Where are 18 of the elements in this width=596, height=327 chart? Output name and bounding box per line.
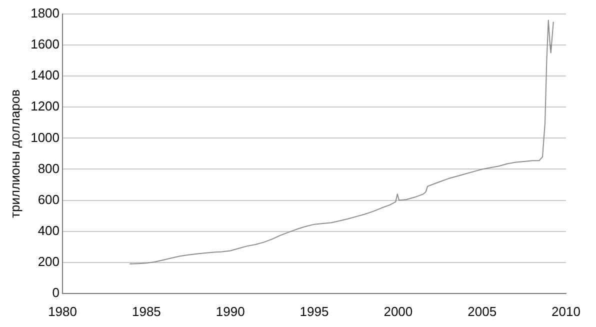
x-tick-label: 1990 xyxy=(216,304,245,319)
x-tick-label: 2005 xyxy=(468,304,497,319)
x-tick-label: 2010 xyxy=(552,304,580,319)
y-tick-label: 1600 xyxy=(30,36,60,52)
x-tick-label: 2000 xyxy=(384,304,413,319)
x-tick-label: 1985 xyxy=(132,304,161,319)
y-tick-label: 600 xyxy=(38,192,60,207)
y-tick-label: 200 xyxy=(38,254,60,269)
y-tick-label: 800 xyxy=(38,160,60,176)
y-tick-label: 1400 xyxy=(30,68,60,83)
y-tick-label: 0 xyxy=(52,284,60,300)
y-tick-label: 400 xyxy=(38,222,60,238)
x-tick-label: 1995 xyxy=(300,304,329,319)
y-tick-label: 1800 xyxy=(30,6,60,21)
x-tick-label: 1980 xyxy=(48,304,77,319)
y-tick-label: 1000 xyxy=(30,130,60,145)
y-tick-label: 1200 xyxy=(30,98,60,114)
y-axis-title: триллионы долларов xyxy=(7,89,22,218)
